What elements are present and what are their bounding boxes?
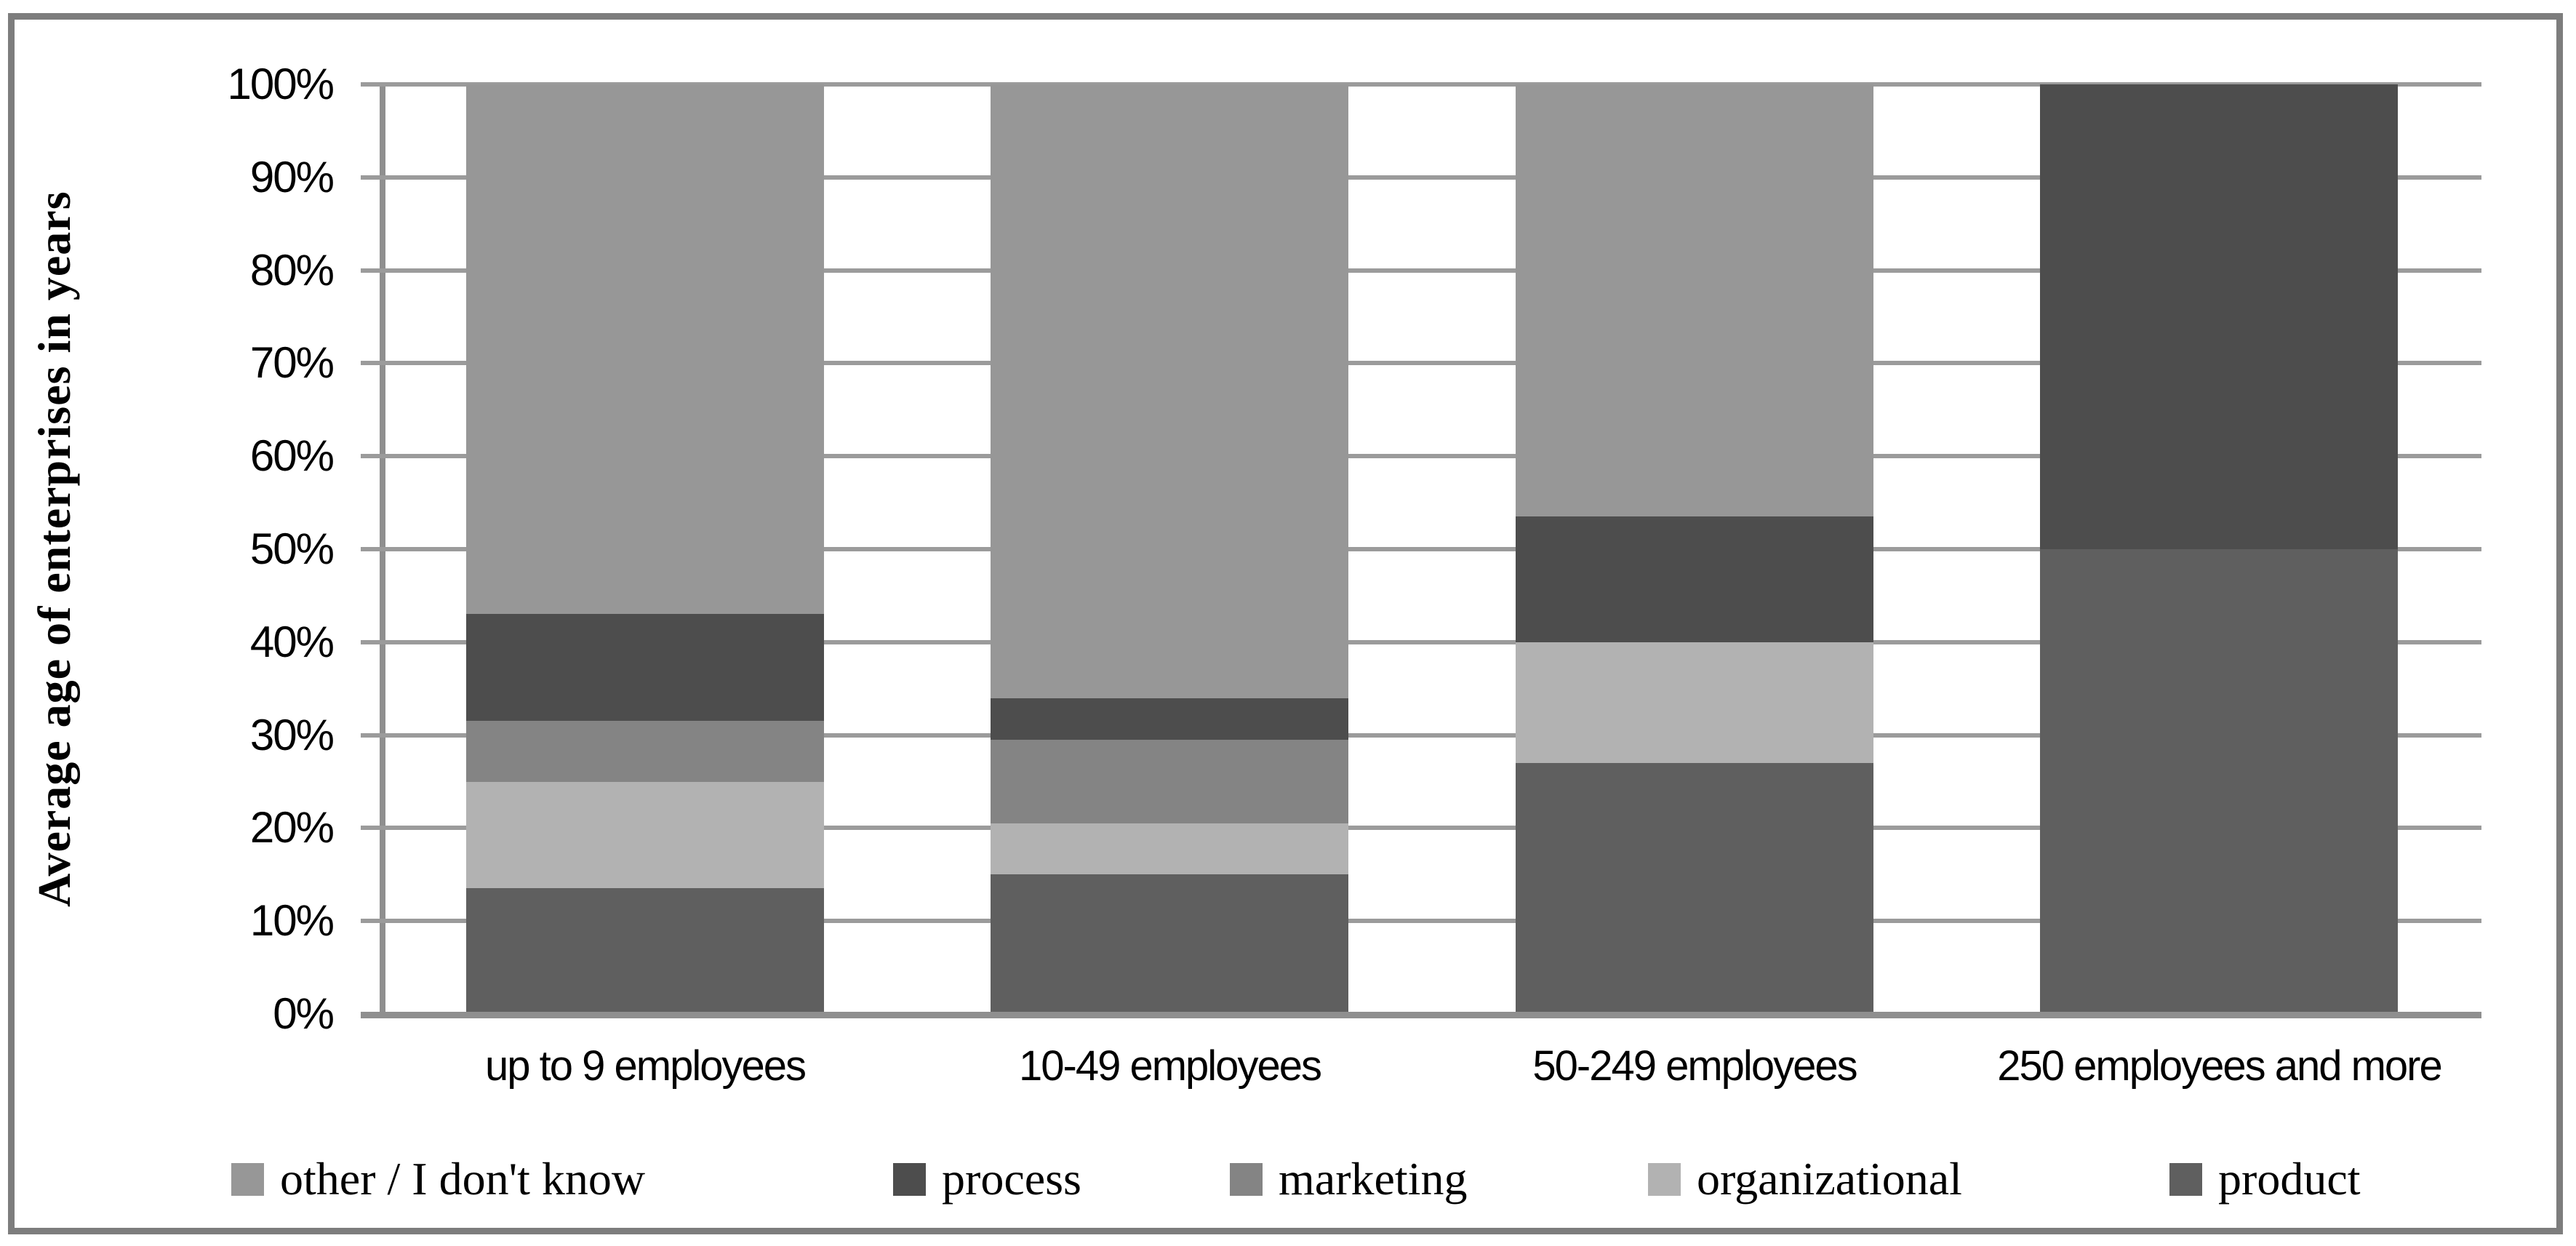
gridline-70%	[361, 361, 2481, 366]
legend-swatch-icon	[1648, 1162, 1681, 1196]
legend-label: process	[942, 1153, 1081, 1205]
y-tick-label-100%: 100%	[227, 60, 335, 108]
segment-process-1	[465, 614, 824, 722]
y-tick-label-80%: 80%	[249, 245, 335, 295]
segment-other-I-don-t-know-2	[991, 84, 1349, 698]
segment-process-3	[1515, 516, 1873, 642]
legend-label: marketing	[1279, 1153, 1468, 1205]
gridline-100%	[361, 82, 2481, 87]
x-category-label-3: 50-249 employees	[1532, 1042, 1857, 1090]
y-tick-label-50%: 50%	[249, 524, 335, 573]
segment-organizational-1	[465, 781, 824, 889]
y-tick-label-30%: 30%	[249, 710, 335, 759]
gridline-20%	[361, 826, 2481, 831]
segment-product-3	[1515, 762, 1873, 1014]
segment-process-2	[991, 698, 1349, 740]
y-tick-label-90%: 90%	[249, 152, 335, 201]
legend-item-product: product	[2169, 1146, 2361, 1212]
y-tick-label-20%: 20%	[249, 803, 335, 852]
segment-product-1	[465, 888, 824, 1014]
legend-item-organizational: organizational	[1648, 1146, 1962, 1212]
legend-swatch-icon	[1230, 1162, 1263, 1196]
gridline-80%	[361, 268, 2481, 273]
gridline-10%	[361, 919, 2481, 924]
segment-organizational-3	[1515, 642, 1873, 763]
segment-marketing-1	[465, 721, 824, 782]
y-tick-label-60%: 60%	[249, 431, 335, 481]
segment-marketing-2	[991, 740, 1349, 824]
y-tick-label-70%: 70%	[249, 338, 335, 388]
legend-label: organizational	[1697, 1153, 1962, 1205]
y-tick-label-0%: 0%	[273, 989, 335, 1038]
segment-product-2	[991, 874, 1349, 1014]
legend-label: other / I don't know	[280, 1153, 646, 1205]
x-axis-baseline	[361, 1012, 2481, 1018]
plot-area	[361, 82, 2481, 1018]
legend-swatch-icon	[231, 1162, 264, 1196]
x-category-label-2: 10-49 employees	[1019, 1042, 1322, 1090]
legend-item-marketing: marketing	[1230, 1146, 1467, 1212]
x-category-label-4: 250 employees and more	[1997, 1042, 2443, 1090]
legend: other / I don't know process marketing orga…	[0, 1146, 2576, 1219]
x-category-label-1: up to 9 employees	[485, 1042, 807, 1090]
gridline-90%	[361, 175, 2481, 180]
legend-label: product	[2218, 1153, 2361, 1205]
bar-250 employees and more	[2040, 84, 2399, 1014]
bar-10-49 employees	[991, 84, 1349, 1014]
segment-process-4	[2040, 84, 2399, 549]
gridline-30%	[361, 732, 2481, 738]
legend-item-process: process	[893, 1146, 1081, 1212]
gridline-50%	[361, 547, 2481, 551]
gridline-60%	[361, 454, 2481, 459]
bar-50-249 employees	[1515, 84, 1873, 1014]
y-tick-label-40%: 40%	[249, 617, 335, 666]
legend-swatch-icon	[893, 1162, 926, 1196]
segment-organizational-2	[991, 823, 1349, 875]
gridline-40%	[361, 639, 2481, 644]
segment-product-4	[2040, 549, 2399, 1014]
segment-other-I-don-t-know-3	[1515, 84, 1873, 517]
y-tick-label-10%: 10%	[249, 896, 335, 946]
segment-other-I-don-t-know-1	[465, 84, 824, 615]
legend-item-other-I-don-t-know: other / I don't know	[231, 1146, 645, 1212]
bar-up to 9 employees	[465, 84, 824, 1014]
legend-swatch-icon	[2169, 1162, 2202, 1196]
